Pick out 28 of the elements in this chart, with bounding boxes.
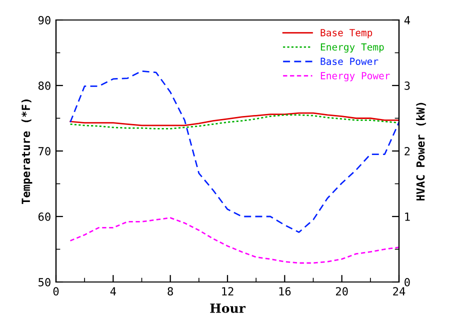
legend-label: Energy Temp: [320, 43, 384, 53]
y-tick-label: 70: [38, 147, 50, 156]
x-tick-label: 0: [53, 287, 59, 296]
x-tick-label: 16: [279, 287, 291, 296]
legend-label: Base Temp: [320, 29, 372, 38]
legend-label: Energy Power: [320, 72, 390, 82]
line-series: [70, 112, 399, 126]
x-tick-label: 12: [222, 287, 234, 296]
x-tick-label: 8: [168, 287, 173, 296]
y2-tick-label: 3: [404, 82, 410, 90]
x-axis-title: Hour: [210, 304, 246, 313]
line-series: [70, 70, 399, 233]
y2-axis-title: HVAC Power (kW): [416, 102, 426, 200]
y-tick-label: 60: [38, 212, 50, 221]
y2-tick-label: 2: [404, 147, 410, 156]
x-tick-label: 24: [393, 287, 406, 296]
y-tick-label: 80: [38, 82, 50, 90]
y-tick-label: 50: [38, 278, 50, 286]
y2-tick-label: 0: [404, 278, 410, 286]
y-tick-label: 90: [38, 16, 50, 24]
x-tick-label: 4: [110, 287, 116, 296]
y2-tick-label: 1: [405, 212, 410, 221]
y-axis-title: Temperature (*F): [21, 100, 32, 204]
line-series: [70, 114, 399, 130]
legend-label: Base Power: [320, 58, 378, 66]
line-series: [70, 217, 399, 264]
y2-tick-label: 4: [404, 16, 410, 24]
x-tick-label: 20: [336, 287, 348, 296]
